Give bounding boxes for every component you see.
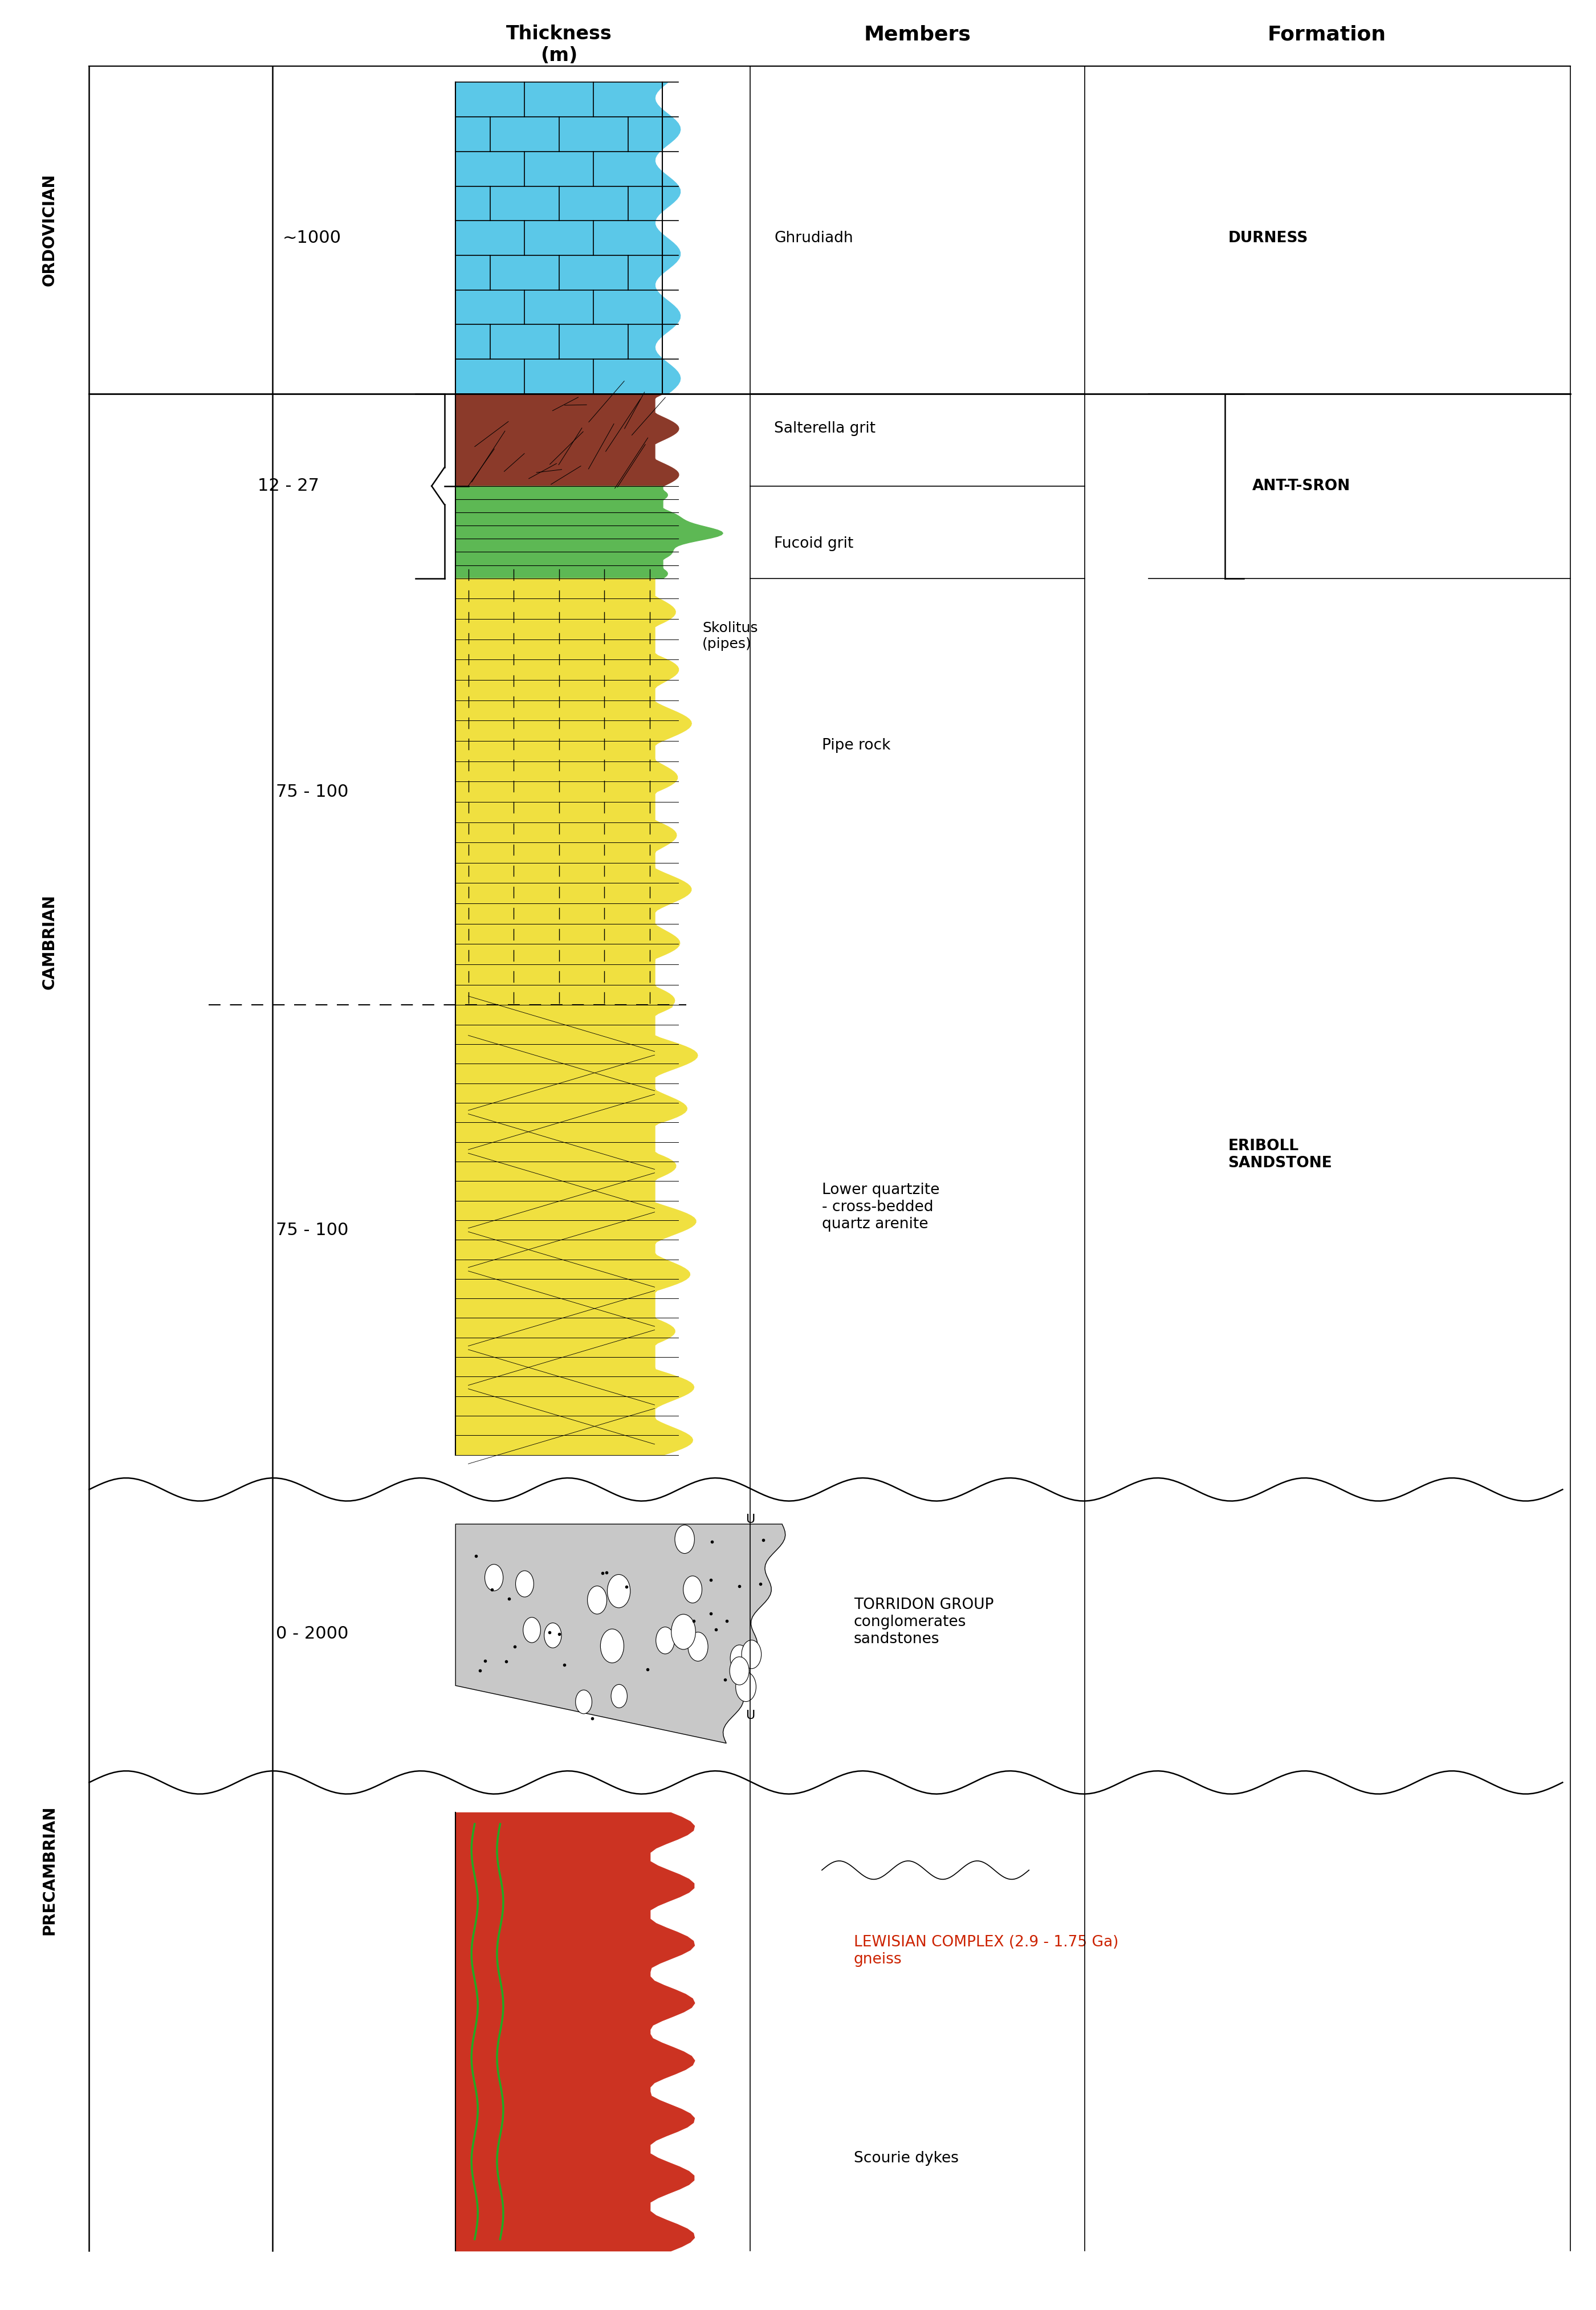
Circle shape — [523, 1617, 541, 1642]
Circle shape — [742, 1640, 761, 1668]
Text: DURNESS: DURNESS — [1227, 231, 1309, 245]
Text: 75 - 100: 75 - 100 — [276, 783, 348, 799]
Circle shape — [729, 1656, 749, 1684]
Text: 0 - 2000: 0 - 2000 — [276, 1626, 348, 1642]
Circle shape — [688, 1633, 709, 1661]
Circle shape — [544, 1624, 562, 1647]
Text: U: U — [745, 1513, 755, 1525]
Text: LEWISIAN COMPLEX (2.9 - 1.75 Ga)
gneiss: LEWISIAN COMPLEX (2.9 - 1.75 Ga) gneiss — [854, 1936, 1119, 1966]
Polygon shape — [455, 1525, 785, 1744]
Circle shape — [608, 1575, 630, 1608]
Text: PRECAMBRIAN: PRECAMBRIAN — [41, 1806, 57, 1936]
Circle shape — [656, 1626, 675, 1654]
Text: ~1000: ~1000 — [282, 229, 342, 247]
Text: CAMBRIAN: CAMBRIAN — [41, 894, 57, 989]
Circle shape — [600, 1629, 624, 1663]
Text: Lower quartzite
- cross-bedded
quartz arenite: Lower quartzite - cross-bedded quartz ar… — [822, 1183, 940, 1231]
Circle shape — [576, 1691, 592, 1714]
Circle shape — [672, 1615, 696, 1649]
Text: Salterella grit: Salterella grit — [774, 420, 876, 437]
Circle shape — [731, 1645, 749, 1672]
Text: 75 - 100: 75 - 100 — [276, 1222, 348, 1238]
Text: ANT-T-SRON: ANT-T-SRON — [1251, 478, 1350, 494]
Circle shape — [611, 1684, 627, 1707]
Text: Skolitus
(pipes): Skolitus (pipes) — [702, 621, 758, 651]
Text: U: U — [745, 1709, 755, 1721]
Text: Fucoid grit: Fucoid grit — [774, 536, 854, 552]
Text: Pipe rock: Pipe rock — [822, 739, 891, 753]
Text: ERIBOLL
SANDSTONE: ERIBOLL SANDSTONE — [1227, 1139, 1333, 1171]
Text: Formation: Formation — [1267, 25, 1387, 44]
Text: Members: Members — [863, 25, 970, 44]
Text: Scourie dykes: Scourie dykes — [854, 2151, 959, 2167]
Circle shape — [675, 1525, 694, 1552]
Text: Ghrudiadh: Ghrudiadh — [774, 231, 854, 245]
Circle shape — [587, 1587, 606, 1615]
Circle shape — [485, 1564, 503, 1592]
Text: TORRIDON GROUP
conglomerates
sandstones: TORRIDON GROUP conglomerates sandstones — [854, 1599, 994, 1647]
Text: Thickness
(m): Thickness (m) — [506, 25, 611, 65]
Circle shape — [516, 1571, 533, 1596]
Circle shape — [736, 1672, 757, 1702]
Circle shape — [683, 1575, 702, 1603]
Text: 12 - 27: 12 - 27 — [257, 478, 319, 494]
Text: ORDOVICIAN: ORDOVICIAN — [41, 173, 57, 286]
